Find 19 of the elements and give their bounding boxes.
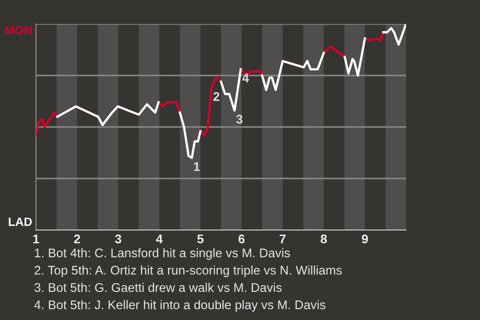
text: MON — [6, 26, 32, 34]
x-tick-label: 2 — [74, 234, 80, 244]
annotation: 4 — [242, 74, 250, 82]
annotation: 3 — [236, 114, 242, 124]
text: LAD — [8, 218, 32, 226]
x-tick-label: 5 — [197, 234, 204, 244]
text: 4. Bot 5th: J. Keller hit into a double play vs M. Davis — [34, 300, 326, 312]
x-tick-label: 8 — [320, 234, 327, 244]
x-tick-label: 3 — [115, 234, 122, 244]
x-tick-label: 9 — [362, 234, 368, 244]
x-tick-label: 6 — [238, 234, 245, 244]
annotation: 2 — [213, 92, 220, 101]
x-tick-label: 1 — [33, 234, 40, 244]
x-tick-label: 7 — [280, 234, 286, 244]
text: 1. Bot 4th: C. Lansford hit a single vs M. Davis — [34, 248, 290, 260]
annotation: 1 — [194, 162, 200, 171]
text: 3. Bot 5th: G. Gaetti drew a walk vs M. Davis — [34, 282, 282, 292]
text: 2. Top 5th: A. Ortiz hit a run-scoring triple vs N. Williams — [34, 265, 342, 278]
x-tick-label: 4 — [156, 234, 163, 244]
